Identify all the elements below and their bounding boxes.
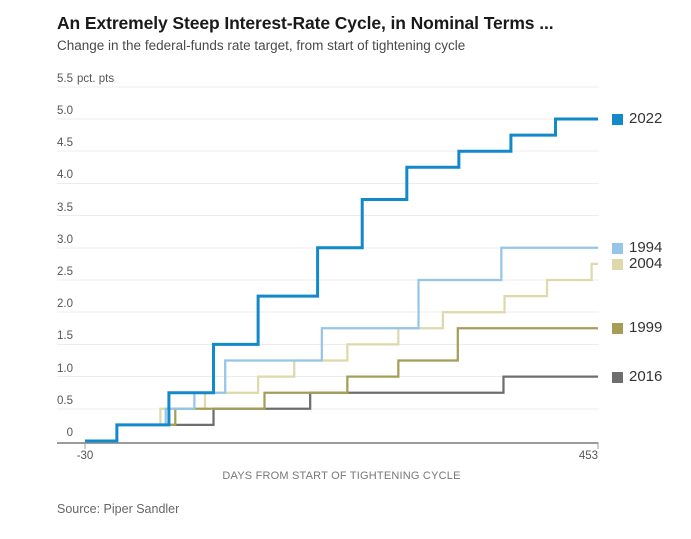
legend-label-2022: 2022	[629, 110, 663, 127]
legend-label-1994: 1994	[629, 238, 663, 256]
y-tick-label: 5.0	[57, 105, 73, 117]
legend-label-2016: 2016	[629, 367, 663, 385]
y-tick-label: 1.5	[57, 330, 73, 343]
legend-swatch-2016	[612, 371, 623, 383]
series-line-2022	[85, 117, 598, 443]
legend-swatch-1994	[612, 242, 623, 254]
legend-swatch-1999	[612, 323, 623, 335]
y-tick-label: 4.0	[57, 169, 73, 182]
y-axis-unit: pct. pts	[77, 72, 115, 85]
y-tick-label: 2.5	[57, 266, 73, 278]
chart-subtitle: Change in the federal-funds rate target,…	[57, 38, 466, 53]
source-note: Source: Piper Sandler	[57, 502, 180, 516]
y-tick-label: 3.0	[57, 233, 73, 246]
x-tick-label: -30	[76, 450, 94, 462]
chart-title: An Extremely Steep Interest-Rate Cycle, …	[57, 13, 554, 33]
legend-swatch-2004	[612, 258, 623, 270]
y-tick-label: 4.5	[57, 137, 73, 150]
x-tick-label: 453	[578, 450, 598, 462]
legend-label-2004: 2004	[629, 254, 663, 272]
x-axis-title: DAYS FROM START OF TIGHTENING CYCLE	[222, 470, 461, 482]
legend-label-1999: 1999	[629, 319, 663, 337]
y-tick-label: 5.5	[57, 72, 73, 85]
series-line-2004	[85, 262, 598, 443]
y-tick-label: 2.0	[57, 298, 73, 311]
y-tick-label: 0.5	[57, 394, 73, 407]
legend-swatch-2022	[612, 114, 623, 125]
y-tick-label: 3.5	[57, 201, 73, 214]
y-tick-label: 1.0	[57, 362, 73, 375]
y-tick-label: 0	[66, 427, 73, 439]
